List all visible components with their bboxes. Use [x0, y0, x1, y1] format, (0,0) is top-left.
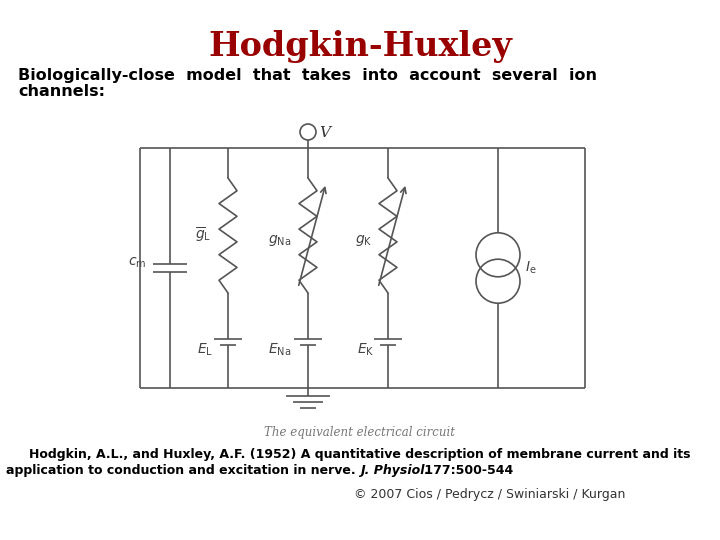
Text: The equivalent electrical circuit: The equivalent electrical circuit: [264, 426, 456, 439]
Text: $g_{\rm K}$: $g_{\rm K}$: [355, 233, 373, 248]
Text: Hodgkin, A.L., and Huxley, A.F. (1952) A quantitative description of membrane cu: Hodgkin, A.L., and Huxley, A.F. (1952) A…: [30, 448, 690, 461]
Text: channels:: channels:: [18, 84, 105, 99]
Text: $g_{\rm Na}$: $g_{\rm Na}$: [269, 233, 292, 248]
Text: © 2007 Cios / Pedrycz / Swiniarski / Kurgan: © 2007 Cios / Pedrycz / Swiniarski / Kur…: [354, 488, 626, 501]
Text: Hodgkin-Huxley: Hodgkin-Huxley: [208, 30, 512, 63]
Text: $E_{\rm L}$: $E_{\rm L}$: [197, 342, 213, 358]
Text: 177:500-544: 177:500-544: [420, 464, 514, 477]
Text: $\overline{g}_{\rm L}$: $\overline{g}_{\rm L}$: [195, 226, 211, 245]
Text: J. Physiol.: J. Physiol.: [360, 464, 429, 477]
Text: Biologically-close  model  that  takes  into  account  several  ion: Biologically-close model that takes into…: [18, 68, 597, 83]
Text: $I_{\rm e}$: $I_{\rm e}$: [525, 260, 536, 276]
Text: $E_{\rm K}$: $E_{\rm K}$: [357, 342, 374, 358]
Text: $E_{\rm Na}$: $E_{\rm Na}$: [269, 342, 292, 358]
Text: application to conduction and excitation in nerve.: application to conduction and excitation…: [6, 464, 360, 477]
Text: $c_{\rm m}$: $c_{\rm m}$: [128, 256, 146, 270]
Text: V: V: [319, 126, 330, 140]
